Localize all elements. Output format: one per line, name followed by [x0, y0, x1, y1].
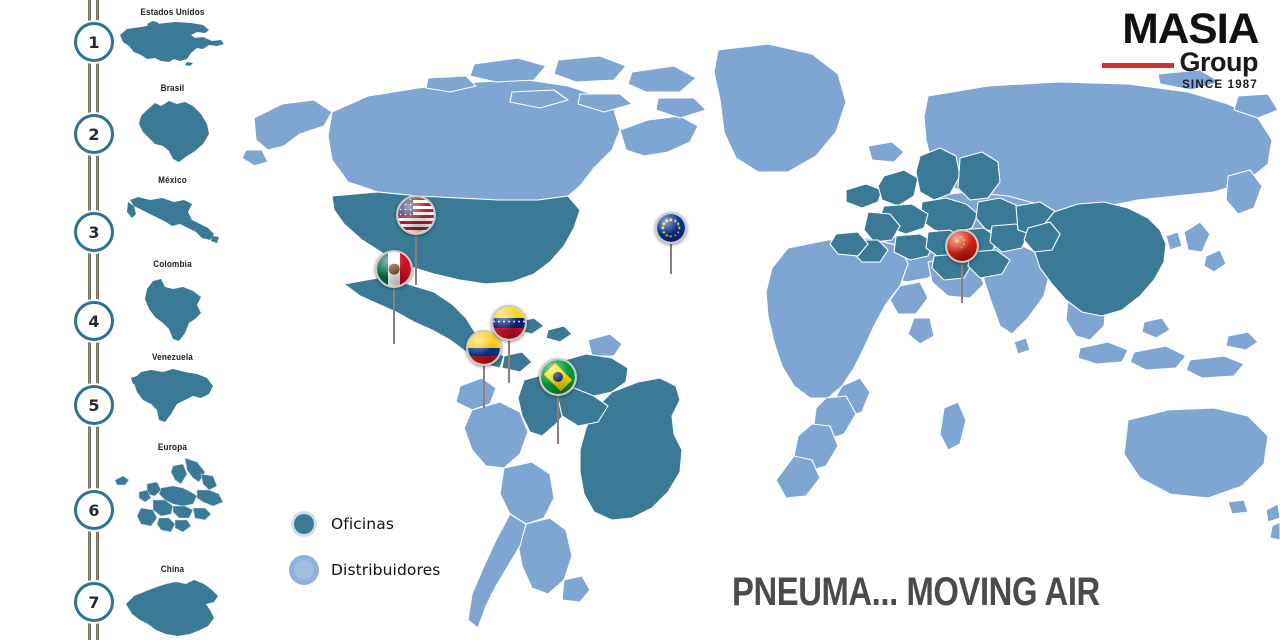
map-pin-brasil[interactable] [539, 358, 577, 444]
timeline-number-7[interactable]: 7 [74, 582, 114, 622]
timeline-label-brasil: Brasil [160, 83, 185, 94]
logo-group-word: Group [1179, 47, 1259, 77]
map-pin-europa[interactable] [655, 212, 687, 274]
timeline-item-europa[interactable]: Europa 6 [0, 430, 240, 540]
pin-stem-china [961, 261, 963, 303]
map-pin-usa[interactable] [396, 195, 436, 285]
flag-venezuela-icon[interactable] [491, 305, 527, 341]
timeline-item-estados-unidos[interactable]: Estados Unidos 1 [0, 0, 240, 91]
pin-stem-usa [415, 233, 417, 285]
timeline-label-colombia: Colombia [153, 259, 192, 270]
timeline-item-colombia[interactable]: Colombia 4 [0, 253, 240, 348]
timeline-label-mexico: México [158, 175, 187, 186]
timeline-number-6[interactable]: 6 [74, 490, 114, 530]
world-map [228, 0, 1280, 640]
pin-stem-venezuela [508, 339, 510, 383]
country-shape-mexico [108, 192, 236, 254]
distributor-regions [241, 43, 1280, 629]
country-timeline-sidebar: Estados Unidos 1 Brasil 2 México [0, 0, 240, 640]
pin-stem-europa [670, 242, 672, 274]
flag-usa-icon[interactable] [396, 195, 436, 235]
timeline-number-4[interactable]: 4 [74, 301, 114, 341]
flag-mexico-icon[interactable] [375, 250, 413, 288]
map-pin-mexico[interactable] [375, 250, 413, 344]
timeline-item-brasil[interactable]: Brasil 2 [0, 76, 240, 176]
map-pin-venezuela[interactable] [491, 305, 527, 383]
timeline-item-venezuela[interactable]: Venezuela 5 [0, 340, 240, 435]
timeline-item-mexico[interactable]: México 3 [0, 170, 240, 265]
map-legend: Oficinas Distribuidores [289, 509, 440, 601]
timeline-number-5[interactable]: 5 [74, 385, 114, 425]
country-shape-colombia [108, 275, 236, 347]
legend-item-oficinas[interactable]: Oficinas [289, 509, 440, 539]
flag-china-icon[interactable] [945, 229, 979, 263]
legend-label-distribuidores: Distribuidores [331, 561, 441, 579]
country-shape-europa [108, 456, 236, 538]
timeline-number-2[interactable]: 2 [74, 114, 114, 154]
legend-dot-distribuidores [289, 555, 319, 585]
logo-brand-name: MASIA [1121, 5, 1259, 53]
flag-brazil-icon[interactable] [539, 358, 577, 396]
tagline: PNEUMA... MOVING AIR [732, 570, 1100, 614]
map-pin-china[interactable] [945, 229, 979, 303]
country-shape-venezuela [108, 364, 236, 428]
timeline-item-china[interactable]: China 7 [0, 534, 240, 640]
world-map-svg [241, 43, 1280, 629]
pin-stem-brasil [557, 394, 559, 444]
timeline-label-venezuela: Venezuela [151, 352, 194, 363]
masia-group-logo[interactable]: MASIA Group SINCE 1987 [1101, 8, 1259, 91]
timeline-number-3[interactable]: 3 [74, 212, 114, 252]
timeline-number-1[interactable]: 1 [74, 22, 114, 62]
pin-stem-colombia [483, 364, 485, 408]
logo-red-bar [1101, 63, 1174, 68]
pin-stem-mexico [393, 286, 395, 344]
flag-eu-icon[interactable] [655, 212, 687, 244]
legend-item-distribuidores[interactable]: Distribuidores [289, 555, 440, 585]
timeline-label-europa: Europa [157, 442, 188, 453]
country-shape-estados-unidos [108, 18, 236, 74]
office-regions [331, 147, 1167, 521]
logo-since-text: SINCE 1987 [1182, 79, 1258, 91]
legend-label-oficinas: Oficinas [331, 515, 394, 533]
timeline-label-china: China [160, 564, 185, 575]
legend-dot-oficinas [289, 509, 319, 539]
timeline-label-estados-unidos: Estados Unidos [140, 7, 205, 18]
logo-sub-row: Group [1101, 47, 1259, 77]
country-shape-china [108, 578, 236, 640]
country-shape-brasil [108, 94, 236, 166]
